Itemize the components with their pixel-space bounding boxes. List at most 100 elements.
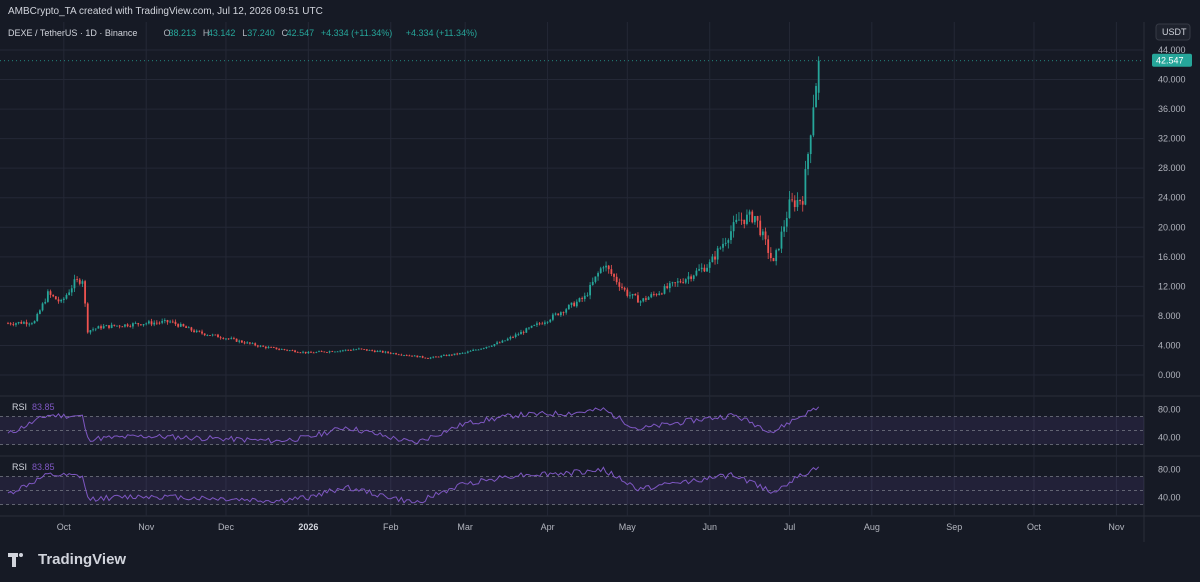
candle-body [474,349,477,351]
y-tick-label: 28.000 [1158,163,1186,173]
x-tick-label: Oct [1027,522,1042,532]
candle-body [466,351,469,353]
candle-body [517,334,520,336]
candle-body [730,231,732,241]
top-bar: AMBCrypto_TA created with TradingView.co… [0,0,1200,22]
candle-body [753,216,756,223]
candle-body [17,322,20,324]
candle-body [570,302,573,305]
candle-body [134,323,137,324]
y-tick-label: 8.000 [1158,311,1181,321]
candle-body [703,267,706,272]
x-tick-label: Oct [57,522,72,532]
candle-body [145,323,148,325]
candle-body [44,301,47,304]
candle-body [105,325,108,327]
rsi-title: RSI [12,402,27,412]
candle-body [140,324,142,326]
candle-body [817,60,820,93]
candle-body [360,348,363,350]
candle-body [655,294,658,296]
candle-body [190,327,193,331]
x-tick-label: Sep [946,522,962,532]
candle-body [520,331,522,335]
candle-body [163,320,166,322]
candle-body [283,349,286,350]
candle-body [804,169,807,205]
candle-body [275,347,278,350]
candle-body [504,340,506,342]
candle-body [411,355,413,357]
candle-body [456,353,459,355]
candle-body [65,294,68,299]
candle-body [70,288,73,293]
candle-body [296,352,299,353]
candle-body [424,357,427,359]
candle-body [642,298,645,302]
candle-body [86,303,89,333]
candle-body [719,247,722,249]
candle-body [243,342,246,344]
candle-body [177,324,180,327]
candle-body [740,219,743,221]
candle-body [209,335,211,336]
tradingview-brand-text: TradingView [38,551,127,568]
candle-body [400,354,403,356]
candle-body [312,352,315,354]
x-tick-label: May [619,522,637,532]
candle-body [796,200,799,208]
rsi-y-tick-label: 40.00 [1158,433,1181,443]
candle-body [76,279,79,281]
candle-body [121,326,124,328]
candle-body [772,258,775,262]
candle-body [187,327,190,329]
candle-body [751,211,754,223]
candle-body [658,293,661,295]
candle-body [528,327,530,329]
candle-body [331,351,334,353]
candle-body [443,355,445,356]
candle-body [639,301,642,303]
candle-body [722,243,724,248]
candle-body [599,268,602,274]
ohlc-open-value: 38.213 [169,28,197,38]
candle-body [294,350,296,353]
candle-body [514,334,517,337]
ohlc-high-label: H [203,28,210,38]
candle-body [743,219,746,224]
candle-body [551,314,554,320]
rsi-y-tick-label: 80.00 [1158,465,1181,475]
tradingview-logo[interactable]: TradingView [8,551,126,568]
candle-body [214,334,217,336]
y-tick-label: 16.000 [1158,252,1186,262]
y-tick-label: 20.000 [1158,222,1186,232]
candle-body [235,338,238,342]
candle-body [153,322,156,325]
candle-body [764,231,767,240]
candle-body [219,337,222,339]
candle-body [203,333,206,336]
bottom-bar [0,542,1200,582]
candle-body [233,338,235,340]
candle-body [544,322,546,324]
candle-body [429,357,432,359]
candle-body [727,240,730,243]
candle-body [716,248,719,260]
currency-button[interactable] [1155,23,1191,41]
candle-body [280,349,283,350]
candle-body [267,347,270,349]
candle-body [251,343,254,345]
candle-body [602,267,605,269]
candle-body [52,294,55,297]
candle-body [769,252,772,259]
price-chart[interactable]: Oct Nov Dec 2026 Feb Mar Apr May Jun Jul Aug Sep Oct… [0,0,1200,542]
candle-body [714,256,716,260]
candle-body [94,328,97,330]
candle-body [126,324,129,327]
plot-area [0,22,1144,542]
candle-body [166,320,169,323]
candle-body [525,328,528,333]
candle-body [498,342,501,344]
candle-body [12,324,15,326]
candle-body [147,321,150,324]
